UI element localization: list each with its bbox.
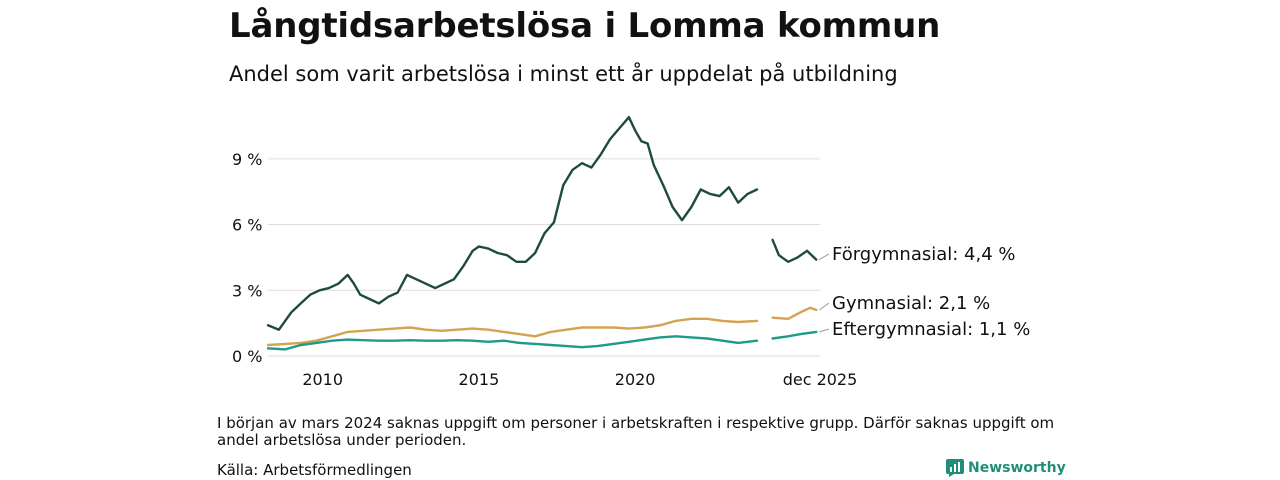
x-tick-label: 2020	[615, 370, 656, 389]
series-lines	[266, 116, 818, 351]
series-end-labels: Förgymnasial: 4,4 % Gymnasial: 2,1 % Efter…	[819, 244, 1030, 340]
series-line-eftergymnasial	[266, 330, 818, 351]
y-tick-label: 0 %	[232, 347, 262, 366]
x-tick-label: 2015	[459, 370, 500, 389]
y-tick-label: 3 %	[232, 281, 262, 300]
brand-name: Newsworthy	[968, 460, 1066, 476]
chart-subtitle: Andel som varit arbetslösa i minst ett å…	[229, 62, 898, 86]
series-end-label: Eftergymnasial: 1,1 %	[832, 319, 1030, 340]
source-credit: Källa: Arbetsförmedlingen	[217, 461, 412, 479]
x-tick-label: dec 2025	[783, 370, 858, 389]
series-line-gymnasial	[266, 306, 818, 347]
y-tick-label: 9 %	[232, 150, 262, 169]
footnote: I början av mars 2024 saknas uppgift om …	[217, 414, 1055, 449]
label-leader	[819, 302, 830, 311]
series-line-förgymnasial	[266, 116, 818, 331]
gridlines	[268, 158, 820, 357]
series-end-label: Gymnasial: 2,1 %	[832, 293, 990, 314]
label-leader	[819, 328, 830, 333]
label-leader	[819, 253, 830, 261]
brand-logo: Newsworthy	[946, 459, 1066, 477]
chart-title: Långtidsarbetslösa i Lomma kommun	[229, 6, 941, 46]
line-chart: 0 % 3 % 6 % 9 % 2010 2015 2020 dec 2025 Förgym…	[232, 116, 1030, 389]
y-tick-label: 6 %	[232, 216, 262, 235]
y-axis-ticks: 0 % 3 % 6 % 9 %	[232, 150, 262, 366]
newsworthy-logo-icon	[946, 459, 964, 477]
series-end-label: Förgymnasial: 4,4 %	[832, 244, 1016, 265]
x-axis-ticks: 2010 2015 2020 dec 2025	[302, 370, 857, 389]
x-tick-label: 2010	[302, 370, 343, 389]
